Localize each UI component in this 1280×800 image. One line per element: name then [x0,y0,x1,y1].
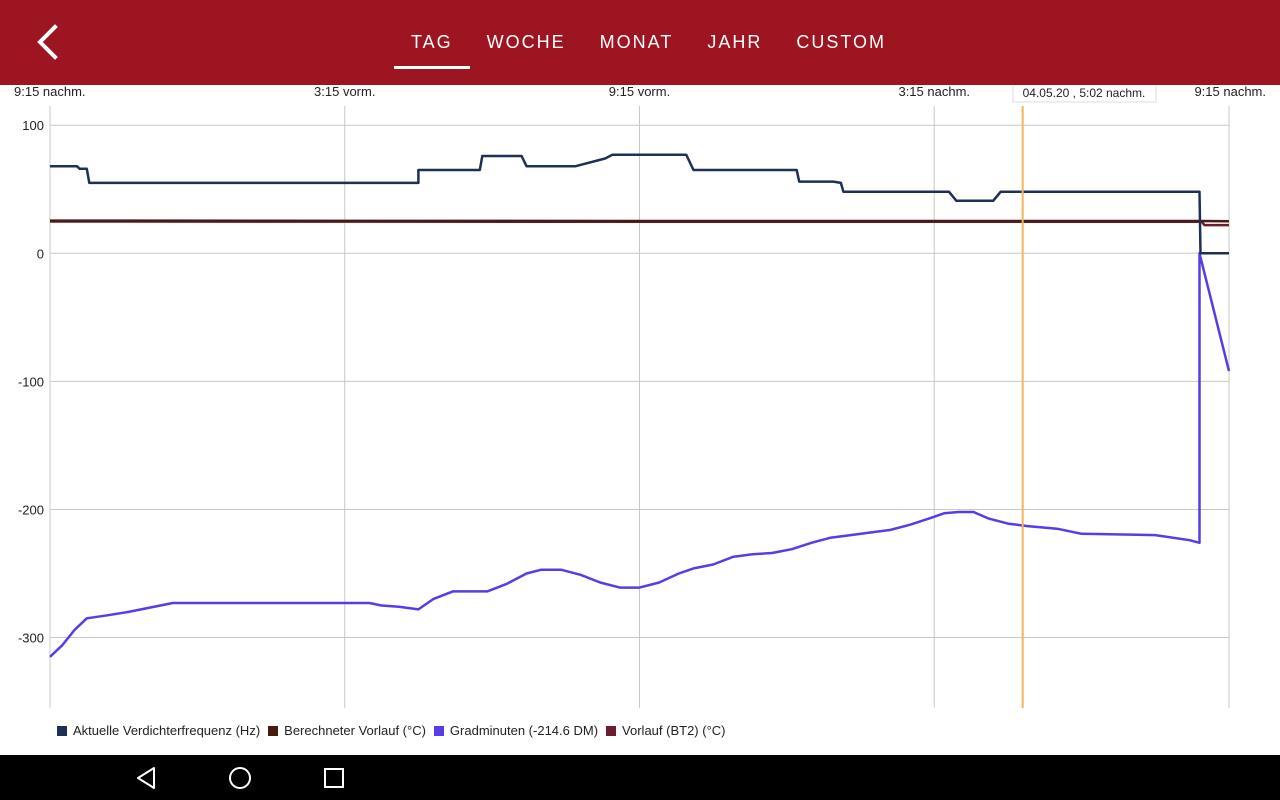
legend-label: Berechneter Vorlauf (°C) [284,723,426,738]
x-tick-label: 3:15 nachm. [898,85,970,99]
legend-swatch [606,725,617,736]
nav-back-button[interactable] [133,764,161,792]
tab-monat[interactable]: MONAT [583,0,691,85]
legend-item-berechneter-vorlauf[interactable]: Berechneter Vorlauf (°C) [268,723,426,738]
tab-woche-label: WOCHE [486,32,566,52]
legend-item-vorlauf-bt2[interactable]: Vorlauf (BT2) (°C) [606,723,726,738]
y-tick-label: 0 [37,246,44,261]
nav-recents-button[interactable] [320,764,348,792]
recents-square-icon [324,768,344,788]
series-line-gradminuten[interactable] [49,252,1231,658]
legend-label: Vorlauf (BT2) (°C) [622,723,726,738]
chart-legend: Aktuelle Verdichterfrequenz (Hz) Berechn… [57,723,726,738]
legend-label: Gradminuten (-214.6 DM) [449,723,599,738]
home-circle-icon [229,767,251,789]
y-tick-label: -100 [18,374,44,389]
nav-home-button[interactable] [226,764,254,792]
chevron-left-icon [37,24,58,60]
series-line-berechneter-vorlauf[interactable] [49,219,1230,223]
app-bar: TAG WOCHE MONAT JAHR CUSTOM [0,0,1280,85]
tab-tag[interactable]: TAG [394,0,470,85]
back-triangle-icon [137,767,155,789]
tab-custom[interactable]: CUSTOM [779,0,903,85]
y-tick-label: -300 [18,631,44,646]
tab-monat-label: MONAT [599,32,674,52]
legend-item-gradminuten[interactable]: Gradminuten (-214.6 DM) [433,723,599,738]
tab-jahr-label: JAHR [707,32,763,52]
back-button[interactable] [26,20,70,64]
tab-tag-label: TAG [411,32,453,52]
x-tick-label: 9:15 vorm. [609,85,670,99]
legend-swatch [268,725,279,736]
cursor-label-box [1012,85,1157,103]
tab-woche[interactable]: WOCHE [470,0,583,85]
legend-item-verdichterfrequenz[interactable]: Aktuelle Verdichterfrequenz (Hz) [57,723,260,738]
y-tick-label: -200 [18,502,44,517]
legend-swatch [433,725,444,736]
y-tick-label: 100 [22,118,44,133]
cursor-label: 04.05.20 , 5:02 nachm. [1023,86,1146,100]
line-chart[interactable]: 100 0 -100 -200 -300 9:15 nachm. 3:15 vorm. 9:1… [0,85,1280,755]
tab-jahr[interactable]: JAHR [690,0,779,85]
legend-label: Aktuelle Verdichterfrequenz (Hz) [73,723,261,738]
x-tick-label: 3:15 vorm. [314,85,375,99]
x-tick-label: 9:15 nachm. [1194,85,1266,99]
tab-custom-label: CUSTOM [796,32,887,52]
range-tabs: TAG WOCHE MONAT JAHR CUSTOM [394,0,903,85]
series-line-verdichterfrequenz[interactable] [50,153,1229,255]
x-tick-label: 9:15 nachm. [14,85,86,99]
chart-area[interactable]: 100 0 -100 -200 -300 9:15 nachm. 3:15 vorm. 9:1… [0,85,1280,755]
system-nav-bar [0,755,1280,800]
legend-swatch [57,725,67,736]
